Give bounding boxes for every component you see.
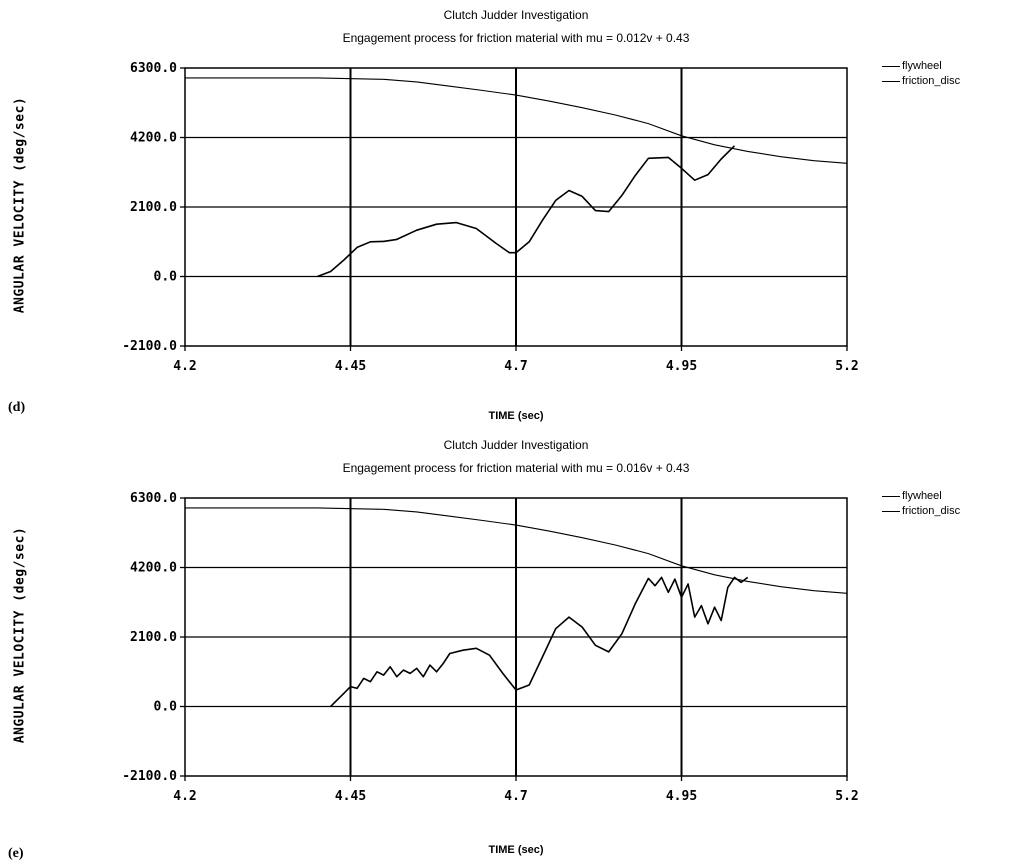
- legend-swatch: [882, 80, 900, 82]
- x-tick-label: 4.45: [335, 359, 366, 374]
- x-tick-label: 4.7: [504, 789, 527, 804]
- x-axis-label: TIME (sec): [488, 410, 544, 422]
- y-tick-label: 6300.0: [130, 491, 177, 506]
- x-tick-label: 4.7: [504, 359, 527, 374]
- panel-label: (d): [8, 400, 26, 415]
- chart-panel-d: Clutch Judder Investigation Engagement p…: [0, 0, 1019, 430]
- legend-label: friction_disc: [902, 75, 961, 87]
- y-tick-label: 0.0: [154, 700, 178, 715]
- legend-item-flywheel: flywheel: [882, 60, 960, 75]
- legend: flywheel friction_disc: [882, 60, 960, 90]
- y-tick-label: 6300.0: [130, 61, 177, 76]
- x-tick-label: 4.2: [173, 359, 196, 374]
- plot-area: 6300.0 4200.0 2100.0 0.0 -2100.0 4.2 4.45 4.7 4.…: [122, 491, 859, 804]
- legend-label: flywheel: [902, 490, 942, 502]
- legend: flywheel friction_disc: [882, 490, 960, 520]
- y-tick-label: 4200.0: [130, 131, 177, 146]
- legend-label: friction_disc: [902, 505, 961, 517]
- legend-swatch: [882, 510, 900, 512]
- x-tick-label: 5.2: [835, 359, 858, 374]
- x-axis-label: TIME (sec): [488, 844, 544, 856]
- legend-swatch: [882, 65, 900, 67]
- series-line-flywheel: [185, 77, 848, 164]
- plot-area: 6300.0 4200.0 2100.0 0.0 -2100.0 4.2 4.45 4.7 4.…: [122, 61, 859, 374]
- y-tick-label: 0.0: [154, 270, 178, 285]
- chart-subtitle: Engagement process for friction material…: [342, 31, 690, 45]
- x-tick-label: 4.95: [666, 359, 697, 374]
- y-tick-label: 2100.0: [130, 200, 177, 215]
- chart-title: Clutch Judder Investigation: [443, 8, 589, 22]
- legend-label: flywheel: [902, 60, 942, 72]
- x-tick-label: 4.95: [666, 789, 697, 804]
- series-line-friction_disc: [317, 145, 736, 278]
- legend-item-friction_disc: friction_disc: [882, 75, 960, 90]
- panel-label: (e): [8, 846, 24, 861]
- y-tick-label: -2100.0: [122, 769, 177, 784]
- x-tick-label: 5.2: [835, 789, 858, 804]
- chart-title: Clutch Judder Investigation: [443, 438, 589, 452]
- legend-swatch: [882, 495, 900, 497]
- series-line-flywheel: [185, 507, 848, 594]
- chart-panel-e: Clutch Judder Investigation Engagement p…: [0, 430, 1019, 864]
- x-tick-label: 4.2: [173, 789, 196, 804]
- y-tick-label: -2100.0: [122, 339, 177, 354]
- y-tick-label: 4200.0: [130, 561, 177, 576]
- legend-item-flywheel: flywheel: [882, 490, 960, 505]
- chart-subtitle: Engagement process for friction material…: [342, 461, 690, 475]
- x-tick-label: 4.45: [335, 789, 366, 804]
- legend-item-friction_disc: friction_disc: [882, 505, 960, 520]
- y-tick-label: 2100.0: [130, 630, 177, 645]
- series-line-friction_disc: [330, 576, 749, 708]
